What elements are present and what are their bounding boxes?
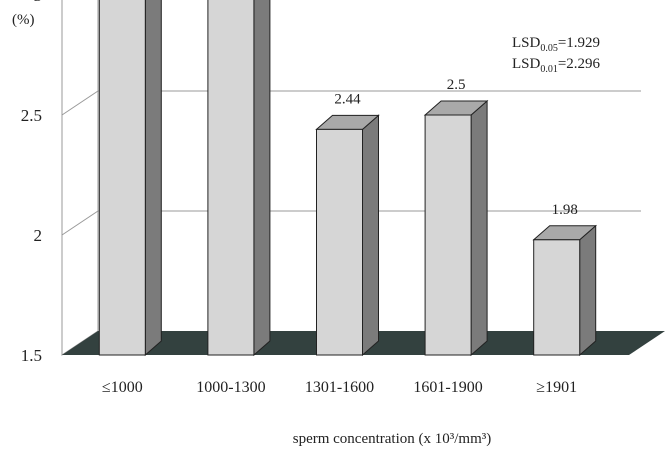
gridline xyxy=(61,90,641,116)
bar-side xyxy=(362,114,379,357)
bar-front xyxy=(316,128,363,356)
value-label: 1.98 xyxy=(552,202,578,218)
value-label: 2.5 xyxy=(447,77,466,93)
chart-walls xyxy=(61,0,99,356)
bar-side xyxy=(579,224,597,357)
bar-front xyxy=(98,0,146,356)
bar-side xyxy=(470,99,488,357)
value-labels: 3.943.262.442.51.98 xyxy=(334,77,578,218)
category-label: ≤1000 xyxy=(102,379,143,396)
y-tick-label: 2.5 xyxy=(21,106,42,125)
bar-front xyxy=(424,114,472,356)
lsd-annotation: LSD0.01=2.296 xyxy=(512,56,601,75)
left-wall xyxy=(61,0,99,356)
category-label: 1601-1900 xyxy=(413,379,482,396)
y-axis-ticks: 1.522.533.54 xyxy=(21,0,43,365)
y-tick-label: 3 xyxy=(34,0,43,5)
bars xyxy=(98,0,598,357)
lsd-annotations: LSD0.05=1.929 LSD0.01=2.296 xyxy=(512,35,601,75)
y-tick-label: 2 xyxy=(34,226,43,245)
y-tick-label: 1.5 xyxy=(21,346,42,365)
bar xyxy=(98,0,162,357)
bar xyxy=(423,99,489,357)
value-label: 2.44 xyxy=(334,91,361,107)
x-axis-label: sperm concentration (x 10³/mm³) xyxy=(293,431,492,447)
category-label: 1301-1600 xyxy=(305,379,374,396)
category-label: ≥1901 xyxy=(536,379,577,396)
y-axis-unit: (%) xyxy=(12,12,35,28)
lsd-annotation: LSD0.05=1.929 xyxy=(512,35,600,54)
bar xyxy=(207,0,271,357)
bar-side xyxy=(253,0,271,357)
category-labels: ≤1000 1000-1300 1301-1600 1601-1900 ≥1901 xyxy=(102,379,577,396)
bar xyxy=(315,114,380,357)
bar-front xyxy=(207,0,255,356)
bar-side xyxy=(144,0,162,357)
category-label: 1000-1300 xyxy=(196,379,265,396)
bar-front xyxy=(533,239,581,356)
bar xyxy=(532,224,598,357)
